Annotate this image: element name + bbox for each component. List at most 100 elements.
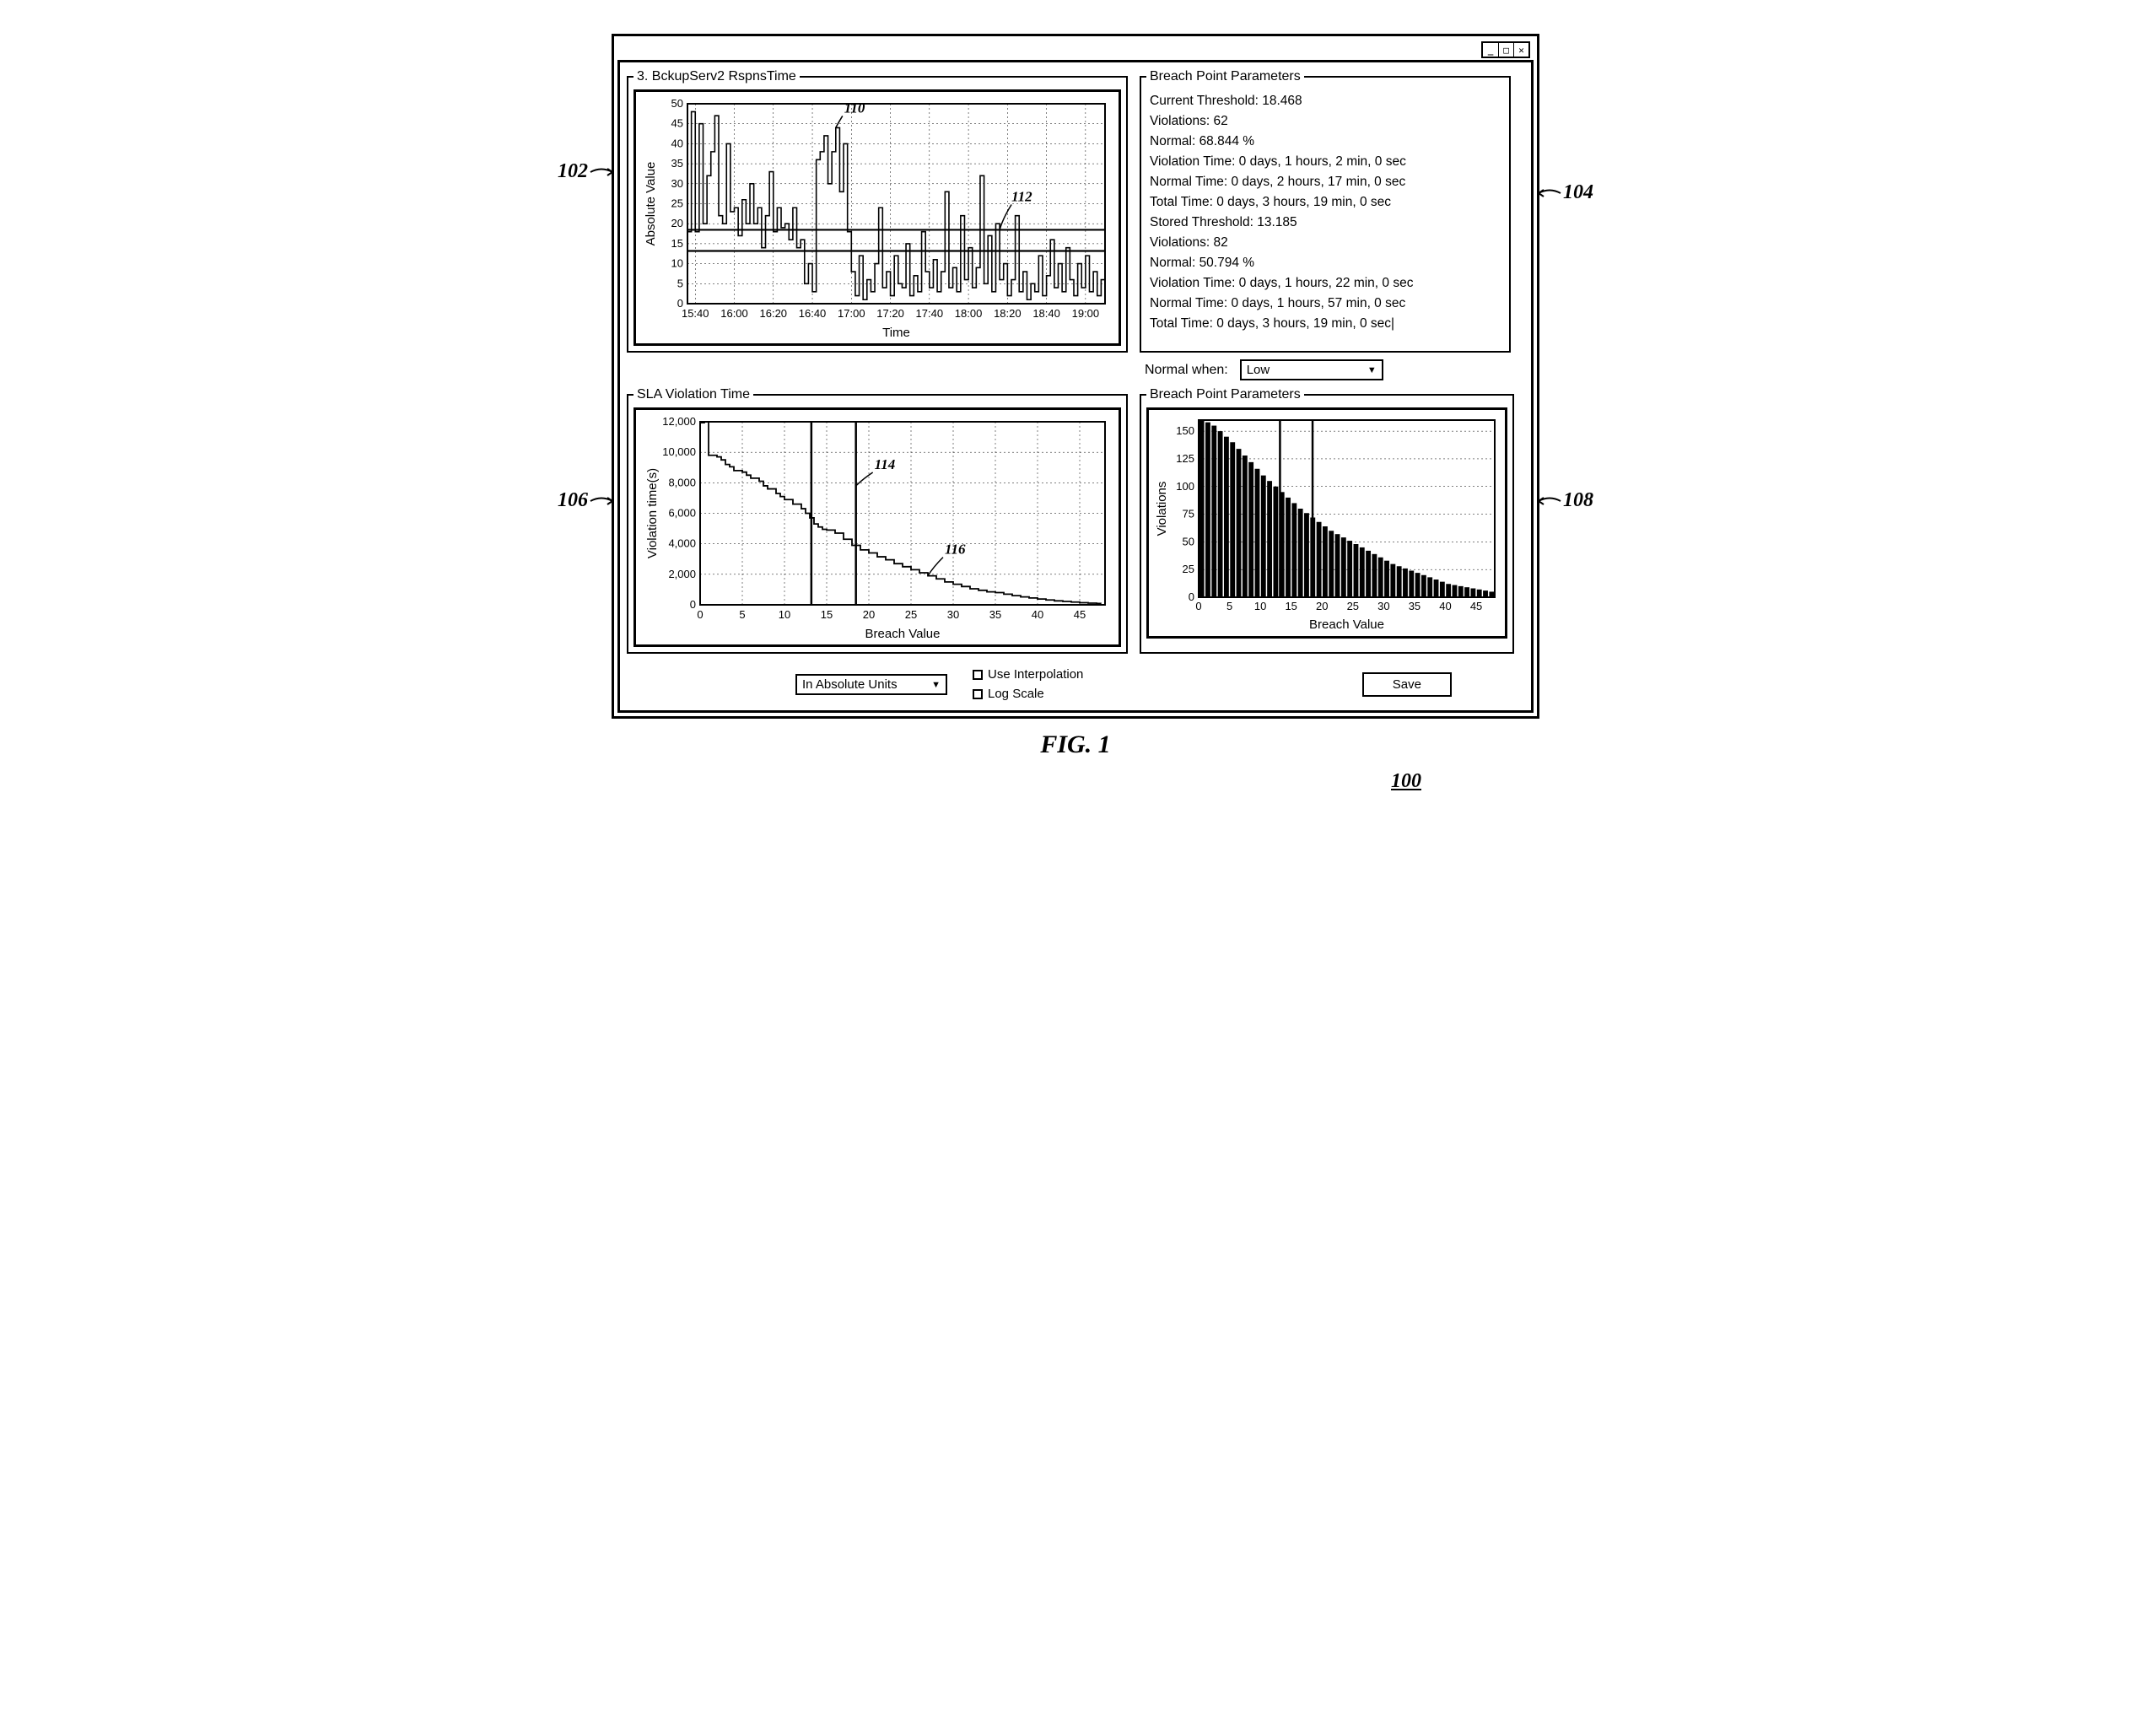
svg-text:17:20: 17:20 bbox=[876, 307, 904, 320]
svg-text:20: 20 bbox=[1316, 600, 1328, 612]
svg-text:30: 30 bbox=[671, 177, 683, 190]
svg-text:8,000: 8,000 bbox=[668, 476, 696, 488]
param-line: Violations: 62 bbox=[1150, 111, 1501, 132]
chart-response-time: 0510152025303540455015:4016:0016:2016:40… bbox=[641, 97, 1113, 342]
svg-text:10,000: 10,000 bbox=[662, 445, 696, 458]
svg-text:116: 116 bbox=[945, 542, 966, 558]
svg-text:Violations: Violations bbox=[1155, 482, 1169, 536]
svg-text:Breach Value: Breach Value bbox=[865, 627, 941, 641]
svg-text:35: 35 bbox=[671, 157, 683, 170]
panel-hist-title: Breach Point Parameters bbox=[1146, 387, 1304, 402]
svg-text:Absolute Value: Absolute Value bbox=[644, 162, 658, 246]
callout-104: 104 bbox=[1563, 181, 1593, 204]
panel-breach-params: Breach Point Parameters Current Threshol… bbox=[1140, 69, 1511, 353]
normal-when-label: Normal when: bbox=[1145, 363, 1228, 378]
svg-text:0: 0 bbox=[1189, 590, 1194, 603]
svg-text:45: 45 bbox=[671, 117, 683, 130]
svg-text:30: 30 bbox=[1377, 600, 1389, 612]
param-line: Stored Threshold: 13.185 bbox=[1150, 213, 1501, 233]
svg-text:Violation time(s): Violation time(s) bbox=[645, 468, 660, 558]
param-line: Total Time: 0 days, 3 hours, 19 min, 0 s… bbox=[1150, 314, 1501, 334]
panel-response-time-title: 3. BckupServ2 RspnsTime bbox=[633, 69, 800, 84]
app-window: _ □ ✕ 3. BckupServ2 RspnsTime 0 5 10 15 20 25… bbox=[612, 34, 1539, 719]
svg-text:30: 30 bbox=[947, 608, 959, 621]
svg-text:40: 40 bbox=[1032, 608, 1043, 621]
callout-106: 106 bbox=[558, 489, 588, 512]
svg-text:16:00: 16:00 bbox=[720, 307, 748, 320]
svg-text:18:40: 18:40 bbox=[1032, 307, 1060, 320]
panel-sla-title: SLA Violation Time bbox=[633, 387, 753, 402]
figure-id: 100 bbox=[1391, 770, 1421, 793]
svg-text:20: 20 bbox=[863, 608, 875, 621]
panel-breach-params-title: Breach Point Parameters bbox=[1146, 69, 1304, 84]
svg-text:15: 15 bbox=[821, 608, 833, 621]
svg-text:10: 10 bbox=[1254, 600, 1266, 612]
use-interpolation-label: Use Interpolation bbox=[988, 666, 1083, 685]
use-interpolation-checkbox[interactable] bbox=[973, 670, 983, 680]
svg-text:16:40: 16:40 bbox=[799, 307, 827, 320]
chevron-down-icon: ▼ bbox=[931, 680, 941, 690]
param-line: Normal Time: 0 days, 2 hours, 17 min, 0 … bbox=[1150, 172, 1501, 192]
svg-text:0: 0 bbox=[690, 598, 696, 611]
svg-text:6,000: 6,000 bbox=[668, 507, 696, 520]
log-scale-label: Log Scale bbox=[988, 685, 1044, 704]
svg-text:17:00: 17:00 bbox=[838, 307, 865, 320]
svg-text:16:20: 16:20 bbox=[760, 307, 788, 320]
svg-text:2,000: 2,000 bbox=[668, 568, 696, 580]
panel-response-time: 3. BckupServ2 RspnsTime 0510152025303540… bbox=[627, 69, 1128, 353]
close-icon[interactable]: ✕ bbox=[1513, 43, 1528, 57]
callout-108: 108 bbox=[1563, 489, 1593, 512]
svg-text:12,000: 12,000 bbox=[662, 415, 696, 428]
log-scale-checkbox[interactable] bbox=[973, 689, 983, 699]
units-select[interactable]: In Absolute Units ▼ bbox=[795, 674, 947, 695]
svg-text:110: 110 bbox=[844, 100, 865, 116]
chevron-down-icon: ▼ bbox=[1367, 365, 1377, 375]
svg-text:150: 150 bbox=[1176, 424, 1194, 437]
svg-text:15: 15 bbox=[671, 237, 683, 250]
callout-102: 102 bbox=[558, 160, 588, 183]
svg-text:40: 40 bbox=[1439, 600, 1451, 612]
svg-text:Breach Value: Breach Value bbox=[1309, 617, 1384, 632]
svg-text:20: 20 bbox=[671, 217, 683, 229]
svg-text:50: 50 bbox=[671, 97, 683, 110]
svg-text:45: 45 bbox=[1470, 600, 1482, 612]
svg-text:35: 35 bbox=[1409, 600, 1421, 612]
maximize-icon[interactable]: □ bbox=[1498, 43, 1513, 57]
breach-params-text: Current Threshold: 18.468Violations: 62N… bbox=[1146, 89, 1504, 336]
svg-text:5: 5 bbox=[677, 277, 683, 289]
param-line: Normal: 50.794 % bbox=[1150, 253, 1501, 273]
panel-sla-violation: SLA Violation Time 02,0004,0006,0008,000… bbox=[627, 387, 1128, 654]
svg-text:25: 25 bbox=[905, 608, 917, 621]
svg-text:5: 5 bbox=[1226, 600, 1232, 612]
svg-text:45: 45 bbox=[1074, 608, 1086, 621]
units-select-value: In Absolute Units bbox=[802, 677, 898, 692]
figure-caption: FIG. 1 bbox=[612, 731, 1539, 759]
chart-sla-violation: 02,0004,0006,0008,00010,00012,0000510152… bbox=[641, 415, 1113, 643]
svg-text:15:40: 15:40 bbox=[682, 307, 709, 320]
param-line: Normal: 68.844 % bbox=[1150, 132, 1501, 152]
svg-text:112: 112 bbox=[1011, 188, 1032, 204]
svg-text:75: 75 bbox=[1183, 508, 1194, 520]
param-line: Current Threshold: 18.468 bbox=[1150, 91, 1501, 111]
svg-text:100: 100 bbox=[1176, 480, 1194, 493]
svg-text:50: 50 bbox=[1183, 535, 1194, 547]
param-line: Normal Time: 0 days, 1 hours, 57 min, 0 … bbox=[1150, 294, 1501, 314]
save-button[interactable]: Save bbox=[1362, 672, 1452, 697]
minimize-icon[interactable]: _ bbox=[1483, 43, 1498, 57]
window-controls: _ □ ✕ bbox=[1481, 41, 1530, 58]
svg-text:10: 10 bbox=[671, 257, 683, 270]
chart-breach-histogram: 0255075100125150051015202530354045Breach… bbox=[1152, 413, 1501, 633]
normal-when-select[interactable]: Low ▼ bbox=[1240, 359, 1383, 380]
svg-text:Time: Time bbox=[882, 326, 910, 340]
svg-text:25: 25 bbox=[1183, 563, 1194, 575]
param-line: Total Time: 0 days, 3 hours, 19 min, 0 s… bbox=[1150, 192, 1501, 213]
normal-when-value: Low bbox=[1247, 363, 1270, 377]
svg-text:25: 25 bbox=[671, 197, 683, 210]
svg-text:17:40: 17:40 bbox=[916, 307, 944, 320]
svg-text:10: 10 bbox=[779, 608, 790, 621]
svg-text:5: 5 bbox=[739, 608, 745, 621]
svg-text:35: 35 bbox=[989, 608, 1001, 621]
svg-text:125: 125 bbox=[1176, 452, 1194, 465]
param-line: Violation Time: 0 days, 1 hours, 2 min, … bbox=[1150, 152, 1501, 172]
svg-text:40: 40 bbox=[671, 137, 683, 149]
